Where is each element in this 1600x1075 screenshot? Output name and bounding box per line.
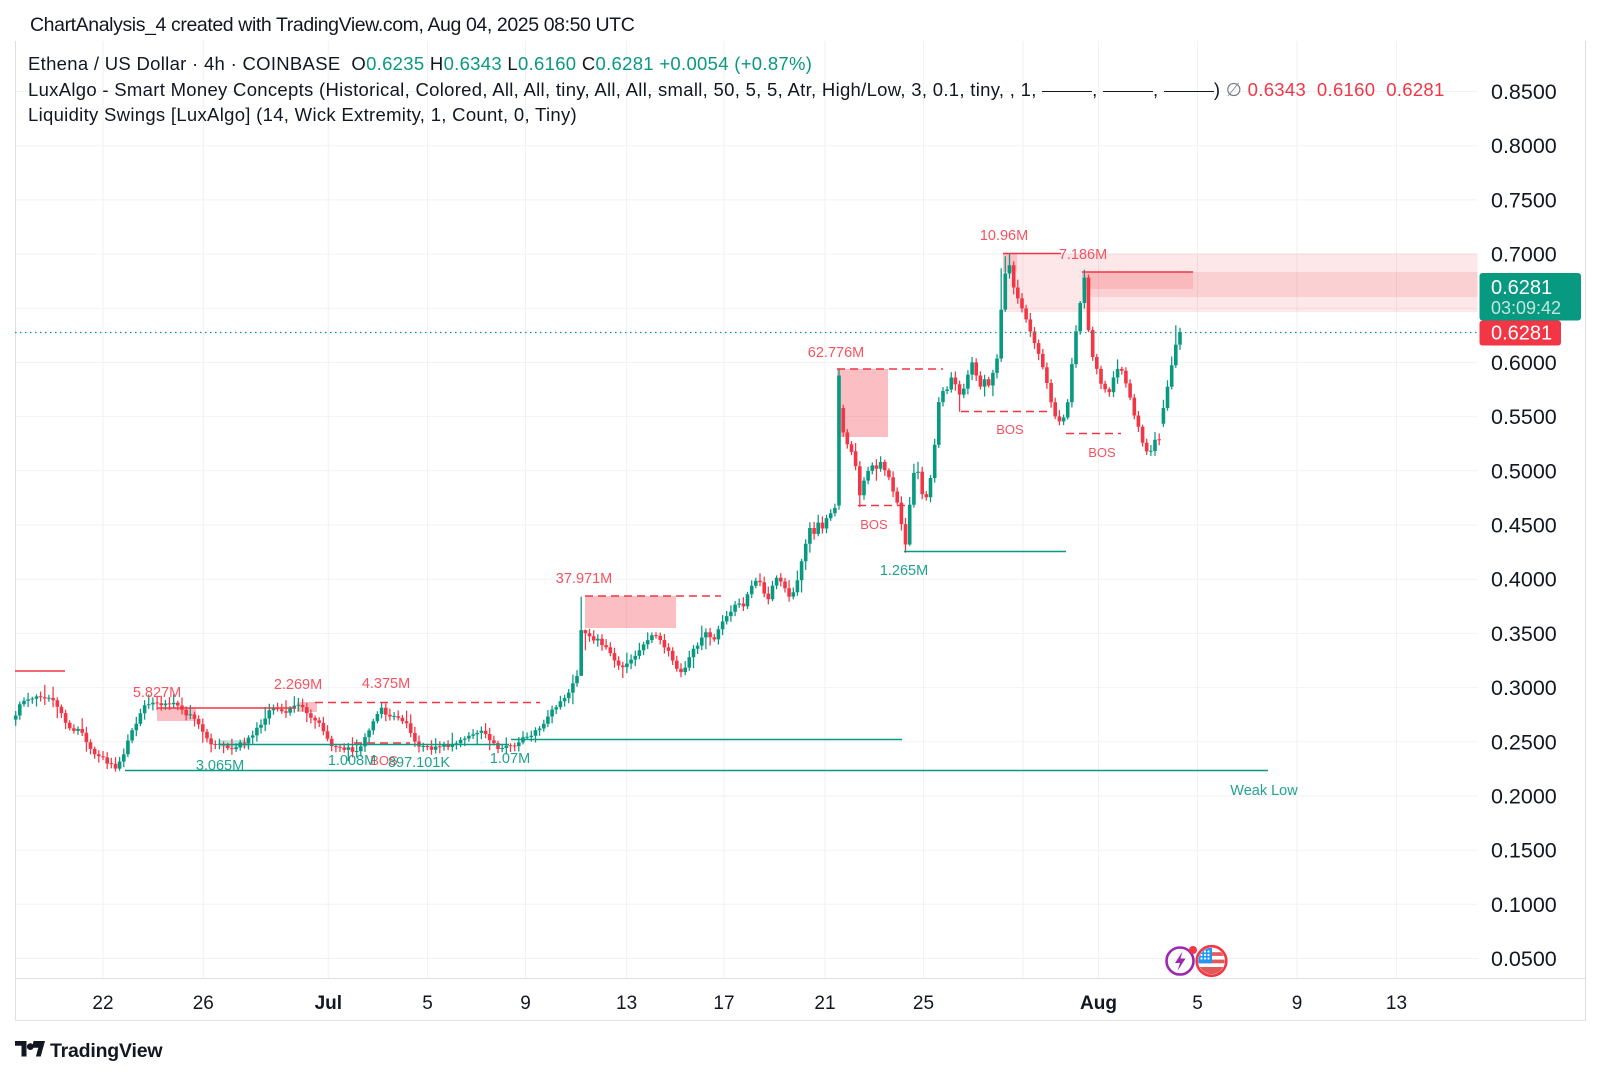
svg-text:0.5500: 0.5500 <box>1491 405 1557 429</box>
svg-text:25: 25 <box>913 993 934 1014</box>
svg-text:0.1500: 0.1500 <box>1491 839 1557 863</box>
svg-text:0.8000: 0.8000 <box>1491 134 1557 158</box>
svg-text:3.065M: 3.065M <box>196 758 244 774</box>
svg-text:1.07M: 1.07M <box>490 751 530 767</box>
svg-text:TradingView: TradingView <box>50 1040 163 1062</box>
svg-text:21: 21 <box>814 993 835 1014</box>
svg-text:7.186M: 7.186M <box>1059 247 1107 263</box>
svg-text:03:09:42: 03:09:42 <box>1491 298 1561 318</box>
svg-text:BOS: BOS <box>860 517 888 532</box>
svg-text:1.265M: 1.265M <box>880 563 928 579</box>
svg-text:37.971M: 37.971M <box>556 571 612 587</box>
svg-text:Aug: Aug <box>1080 993 1117 1014</box>
svg-text:5: 5 <box>1192 993 1203 1014</box>
svg-text:0.1000: 0.1000 <box>1491 893 1557 917</box>
svg-text:17: 17 <box>713 993 734 1014</box>
svg-text:BOS: BOS <box>370 753 398 768</box>
svg-text:2.269M: 2.269M <box>274 677 322 693</box>
svg-text:0.7000: 0.7000 <box>1491 243 1557 267</box>
svg-text:897.101K: 897.101K <box>388 755 450 771</box>
svg-text:1.008M: 1.008M <box>328 753 376 769</box>
svg-text:5.827M: 5.827M <box>133 685 181 701</box>
svg-text:0.2000: 0.2000 <box>1491 784 1557 808</box>
svg-text:10.96M: 10.96M <box>980 228 1028 244</box>
svg-text:0.6281: 0.6281 <box>1491 323 1552 345</box>
svg-text:0.6000: 0.6000 <box>1491 351 1557 375</box>
svg-text:5: 5 <box>422 993 433 1014</box>
svg-text:Weak Low: Weak Low <box>1230 783 1298 799</box>
svg-text:0.7500: 0.7500 <box>1491 188 1557 212</box>
svg-text:BOS: BOS <box>1088 445 1116 460</box>
svg-text:BOS: BOS <box>996 422 1024 437</box>
svg-text:Jul: Jul <box>315 993 342 1014</box>
svg-text:0.2500: 0.2500 <box>1491 730 1557 754</box>
svg-text:4.375M: 4.375M <box>362 676 410 692</box>
svg-text:13: 13 <box>1386 993 1407 1014</box>
svg-text:22: 22 <box>92 993 113 1014</box>
svg-text:9: 9 <box>520 993 531 1014</box>
svg-text:0.3000: 0.3000 <box>1491 676 1557 700</box>
svg-text:0.6281: 0.6281 <box>1491 277 1552 299</box>
svg-text:9: 9 <box>1292 993 1303 1014</box>
svg-text:0.3500: 0.3500 <box>1491 622 1557 646</box>
svg-text:0.4500: 0.4500 <box>1491 514 1557 538</box>
svg-text:0.5000: 0.5000 <box>1491 459 1557 483</box>
svg-text:13: 13 <box>616 993 637 1014</box>
svg-text:62.776M: 62.776M <box>808 345 864 361</box>
svg-text:0.4000: 0.4000 <box>1491 568 1557 592</box>
svg-text:0.0500: 0.0500 <box>1491 947 1557 971</box>
svg-text:0.8500: 0.8500 <box>1491 80 1557 104</box>
svg-text:26: 26 <box>193 993 214 1014</box>
